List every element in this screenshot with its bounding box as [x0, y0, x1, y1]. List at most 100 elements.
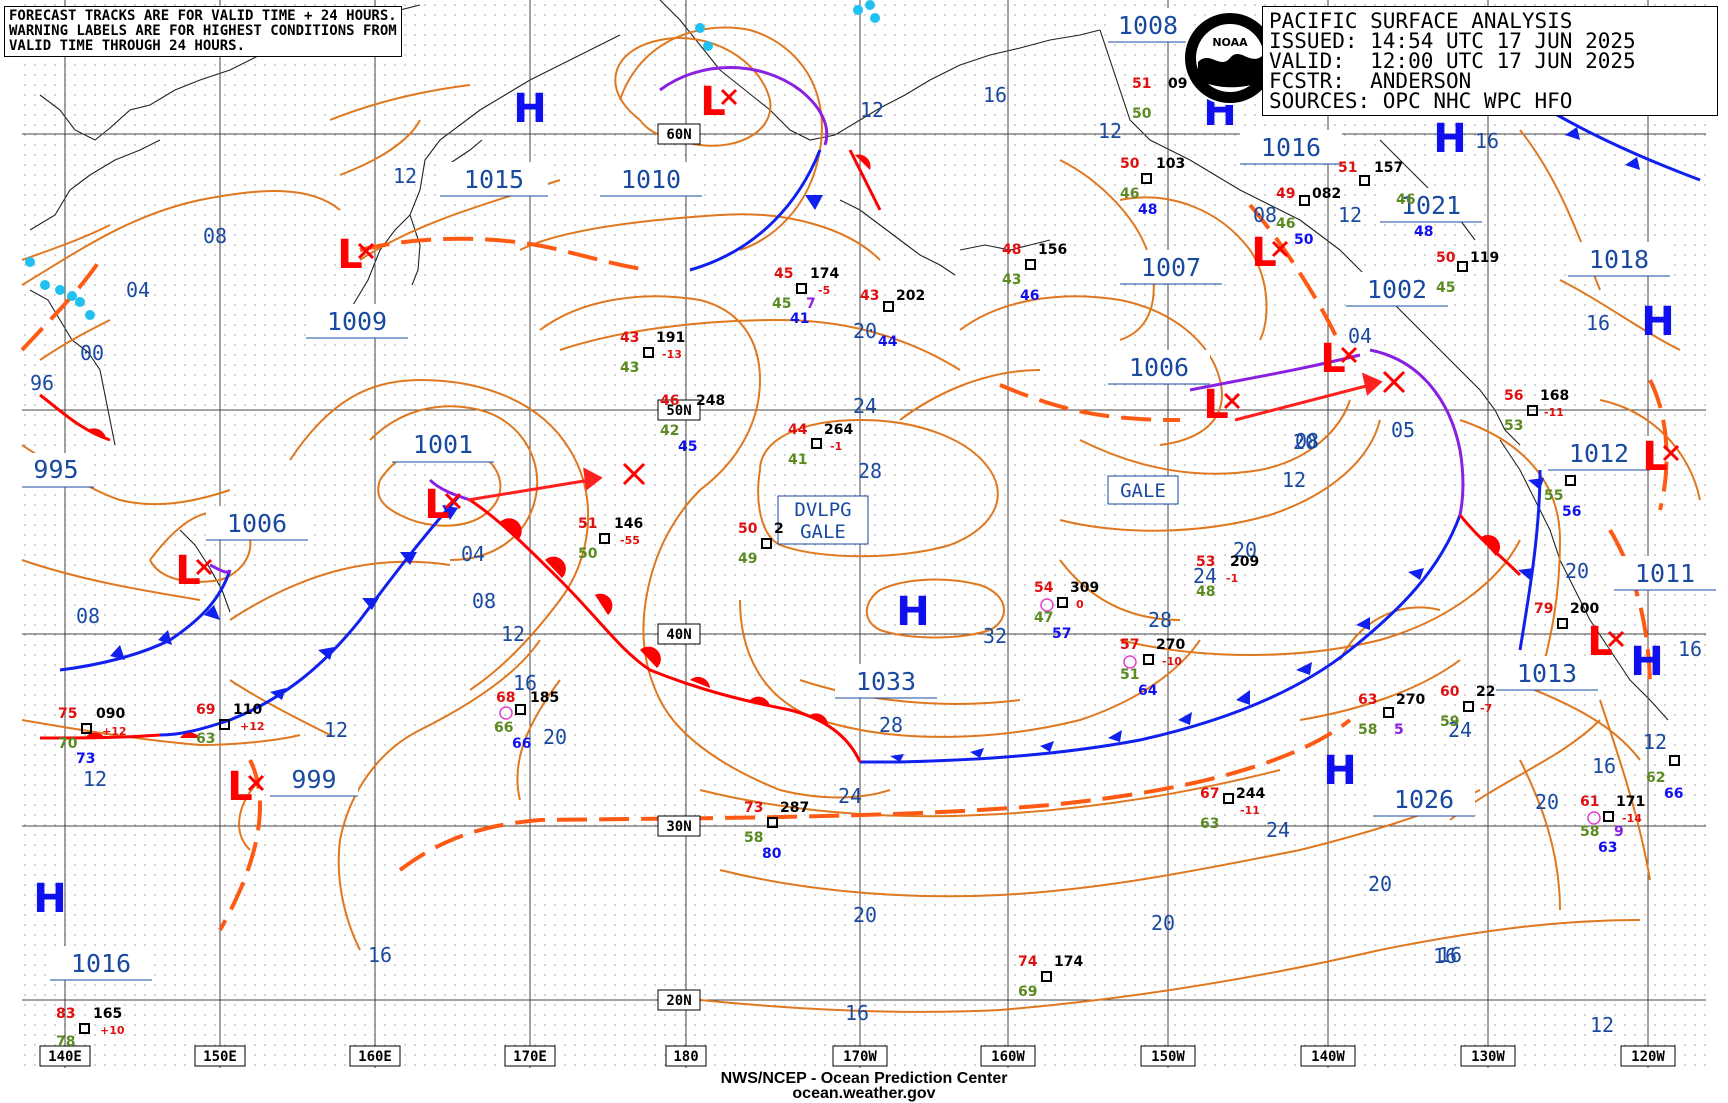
- lon-label-130w: 130W: [1471, 1049, 1505, 1065]
- svg-text:103: 103: [1156, 156, 1185, 172]
- svg-text:58: 58: [744, 830, 763, 846]
- station-plot: 68 185 66 66: [494, 690, 559, 752]
- svg-text:09: 09: [1168, 76, 1187, 92]
- isobar-label: 28: [1148, 608, 1172, 632]
- svg-text:56: 56: [1562, 504, 1581, 520]
- svg-text:7: 7: [806, 296, 816, 312]
- pressure-value: 999: [291, 765, 336, 794]
- pressure-value: 1007: [1141, 253, 1201, 282]
- svg-text:67: 67: [1200, 786, 1219, 802]
- isobar-label: 24: [838, 784, 862, 808]
- pressure-boxes: 1015 1010 1009 1001 1006 999 995 1016 10…: [22, 8, 1716, 981]
- svg-text:53: 53: [1504, 418, 1523, 434]
- svg-text:-1: -1: [1226, 572, 1238, 585]
- pressure-value: 1006: [227, 509, 287, 538]
- svg-text:090: 090: [96, 706, 125, 722]
- svg-text:-11: -11: [1544, 406, 1564, 419]
- station-plot: 74 174 69: [1018, 954, 1083, 1000]
- svg-text:41: 41: [790, 311, 809, 327]
- logo-text: NOAA: [1212, 36, 1248, 49]
- station-plot: 43 191 -13 43: [620, 330, 685, 376]
- lat-label-30n: 30N: [666, 819, 691, 835]
- svg-text:78: 78: [56, 1034, 75, 1050]
- svg-text:191: 191: [656, 330, 685, 346]
- isobar-label: 16: [1438, 943, 1462, 967]
- high-center-marker: H: [1641, 299, 1674, 345]
- isobar-label: 28: [858, 459, 882, 483]
- svg-text:43: 43: [860, 288, 879, 304]
- svg-text:-14: -14: [1622, 812, 1642, 825]
- pressure-value: 1010: [621, 165, 681, 194]
- svg-text:157: 157: [1374, 160, 1403, 176]
- svg-text:165: 165: [93, 1006, 122, 1022]
- footer-website[interactable]: ocean.weather.gov: [792, 1085, 936, 1102]
- station-plot: 50 2 49: [738, 521, 784, 567]
- isobar-label: 20: [1535, 790, 1559, 814]
- svg-text:270: 270: [1396, 692, 1425, 708]
- svg-text:56: 56: [1504, 388, 1523, 404]
- isobar-label: 12: [83, 767, 107, 791]
- isobar-label: 04: [1348, 324, 1372, 348]
- isobar-label: 12: [1643, 730, 1667, 754]
- isobar-labels: 08 04 00 96 12 08 04 08 12 16 20 12 16 2…: [30, 83, 1702, 1037]
- isobar-label: 16: [983, 83, 1007, 107]
- isobar-label: 24: [1266, 818, 1290, 842]
- svg-text:47: 47: [1034, 610, 1053, 626]
- gale-label: GALE: [1120, 480, 1166, 502]
- isobar-label: 96: [30, 371, 54, 395]
- svg-text:51: 51: [578, 516, 597, 532]
- isobar-label: 05: [1391, 418, 1415, 442]
- chart-title: PACIFIC SURFACE ANALYSIS: [1269, 9, 1573, 33]
- svg-text:55: 55: [1544, 488, 1563, 504]
- low-center-marker: L: [175, 548, 201, 594]
- isobar-label: 24: [853, 394, 877, 418]
- svg-text:309: 309: [1070, 580, 1099, 596]
- occluded-fronts: [209, 66, 1465, 574]
- svg-text:75: 75: [58, 706, 77, 722]
- svg-text:156: 156: [1038, 242, 1067, 258]
- svg-text:44: 44: [788, 422, 808, 438]
- svg-text:53: 53: [1196, 554, 1215, 570]
- svg-text:68: 68: [496, 690, 515, 706]
- isobar-label: 20: [853, 903, 877, 927]
- station-plot: 51 146 -55 50: [578, 516, 643, 562]
- pressure-value: 1016: [71, 949, 131, 978]
- high-center-marker: H: [513, 86, 546, 132]
- svg-text:48: 48: [1414, 224, 1433, 240]
- svg-text:79: 79: [1534, 601, 1553, 617]
- high-center-marker: H: [1433, 116, 1466, 162]
- isobar-label: 12: [393, 164, 417, 188]
- lat-label-20n: 20N: [666, 993, 691, 1009]
- svg-text:202: 202: [896, 288, 925, 304]
- lat-label-50n: 50N: [666, 403, 691, 419]
- isobar-label: 24: [1448, 718, 1472, 742]
- low-center-marker: L: [700, 79, 726, 125]
- low-center-marker: L: [1320, 336, 1346, 382]
- station-plot: 57 270 -10 51 64: [1120, 637, 1185, 699]
- valid-time: VALID: 12:00 UTC 17 JUN 2025: [1269, 49, 1636, 73]
- svg-text:287: 287: [780, 800, 809, 816]
- svg-text:-1: -1: [830, 440, 842, 453]
- svg-text:48: 48: [1138, 202, 1157, 218]
- isobar-label: 12: [860, 98, 884, 122]
- pressure-value: 1026: [1394, 785, 1454, 814]
- svg-text:43: 43: [1002, 272, 1021, 288]
- svg-text:58: 58: [1580, 824, 1599, 840]
- svg-text:43: 43: [620, 360, 639, 376]
- station-plot: 60 22 -7 59: [1440, 684, 1495, 730]
- svg-text:119: 119: [1470, 250, 1499, 266]
- pressure-value: 1021: [1401, 191, 1461, 220]
- isobar-label: 16: [1586, 311, 1610, 335]
- low-center-marker: L: [1251, 230, 1277, 276]
- track-arrows: [467, 372, 1383, 502]
- station-plot: 55 56: [1544, 475, 1581, 520]
- svg-text:46: 46: [1120, 186, 1139, 202]
- svg-text:46: 46: [660, 393, 679, 409]
- ice-markers: [25, 0, 880, 320]
- lon-label-160w: 160W: [991, 1049, 1025, 1065]
- latitude-labels: 60N 50N 40N 30N 20N: [657, 123, 701, 1011]
- dvlpg-gale-label-line1: DVLPG: [794, 499, 851, 521]
- longitude-labels: 140E 150E 160E 170E 180 170W 160W 150W 1…: [39, 1045, 1676, 1067]
- station-plot: 53 209 -1 48: [1196, 554, 1259, 600]
